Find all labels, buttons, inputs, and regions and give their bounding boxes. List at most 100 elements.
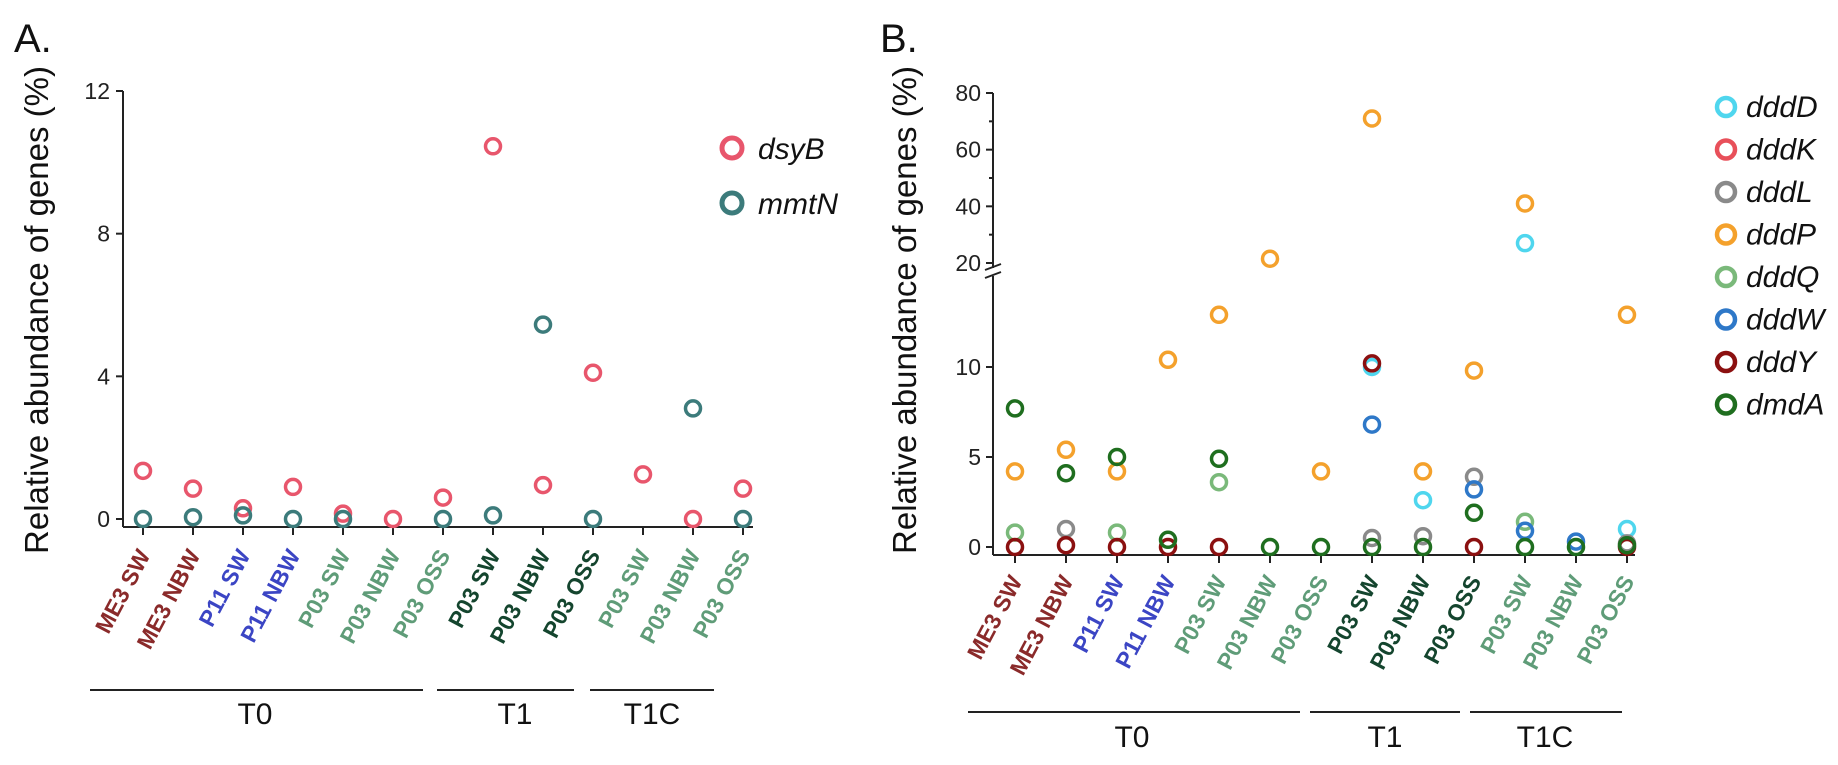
panel-b-legend-marker-dddw xyxy=(1714,308,1738,331)
panel-a-point-mmtn-0 xyxy=(133,509,153,529)
panel-a-group-label-t1c: T1C xyxy=(624,698,681,731)
panel-b-legend-label-dddl: dddL xyxy=(1746,176,1813,209)
panel-b-point-dddp-7 xyxy=(1362,109,1382,128)
panel-b-legend-marker-dddl xyxy=(1714,180,1738,204)
panel-b-point-dddy-9 xyxy=(1464,537,1484,557)
panel-a-point-mmtn-1 xyxy=(183,507,203,527)
panel-b-point-dmda-10 xyxy=(1515,537,1535,557)
panel-b-point-dmda-9 xyxy=(1464,503,1484,523)
panel-a-point-mmtn-11 xyxy=(683,399,703,418)
panel-b-point-dmda-2 xyxy=(1107,447,1127,467)
panel-b-y-tick-label: 80 xyxy=(955,80,981,106)
panel-b-legend-marker-dddp xyxy=(1714,223,1738,246)
panel-b-legend: dddD dddK dddL dddP dddQ dddW dddY dmdA xyxy=(1714,91,1827,422)
panel-b-point-dddy-4 xyxy=(1209,537,1229,557)
panel-b-point-dmda-11 xyxy=(1566,537,1586,557)
panel-b-group-label-t1: T1 xyxy=(1367,721,1402,754)
panel-a-point-mmtn-3 xyxy=(283,509,303,529)
panel-a-legend-marker-dsyb xyxy=(719,135,745,161)
panel-a-y-tick-label: 12 xyxy=(84,78,110,104)
panel-b-legend-label-dmda: dmdA xyxy=(1746,389,1824,422)
panel-b-legend-marker-dddd xyxy=(1714,95,1738,119)
panel-a-point-dsyb-5 xyxy=(383,509,403,529)
panel-b-point-dmda-7 xyxy=(1362,537,1382,557)
panel-a-legend-label-dsyb: dsyB xyxy=(758,133,825,166)
panel-b-legend-label-dddq: dddQ xyxy=(1746,261,1819,294)
panel-a-point-dsyb-8 xyxy=(533,475,553,495)
panel-b-point-dddw-9 xyxy=(1464,480,1484,499)
panel-b-point-dddq-10 xyxy=(1515,512,1535,532)
panel-b-y-tick-label: 5 xyxy=(968,444,981,470)
panel-b-point-dddy-7 xyxy=(1362,354,1382,373)
panel-a-y-tick-label: 8 xyxy=(97,221,110,247)
panel-b-point-dddp-12 xyxy=(1617,305,1637,325)
panel-b-y-tick-label: 40 xyxy=(955,193,981,219)
panel-b-legend-label-dddk: dddK xyxy=(1746,134,1818,167)
panel-b-legend-marker-dddk xyxy=(1714,138,1738,161)
panel-a-point-mmtn-9 xyxy=(583,509,603,529)
panel-a-group-label-t0: T0 xyxy=(237,698,272,731)
panel-b-axis-break-mark xyxy=(984,271,1002,279)
panel-b-point-dmda-5 xyxy=(1260,537,1280,557)
panel-b-point-dddq-4 xyxy=(1209,472,1229,492)
panel-a-point-dsyb-0 xyxy=(133,461,153,481)
panel-a: A. Relative abundance of genes (%) 0 4 8 12… xyxy=(14,17,838,731)
panel-b-group-label-t1c: T1C xyxy=(1517,721,1574,754)
panel-b-legend-marker-dmda xyxy=(1714,393,1738,416)
panel-b-point-dmda-12 xyxy=(1617,535,1637,555)
panel-a-group-label-t1: T1 xyxy=(497,698,532,731)
panel-b-points xyxy=(1005,109,1637,557)
panel-b-y-axis-label: Relative abundance of genes (%) xyxy=(886,66,923,554)
panel-b-point-dddp-3 xyxy=(1158,350,1178,370)
panel-a-point-dsyb-7 xyxy=(483,137,503,156)
panel-b-axis-break-mark xyxy=(984,263,1002,271)
panel-b-legend-marker-dddy xyxy=(1714,350,1738,374)
panel-b-point-dmda-1 xyxy=(1056,463,1076,483)
panel-b-point-dddp-6 xyxy=(1311,462,1331,481)
panel-b-point-dmda-3 xyxy=(1158,530,1178,550)
panel-b-point-dddw-7 xyxy=(1362,415,1382,434)
panel-a-point-dsyb-1 xyxy=(183,479,203,498)
panel-a-y-tick-label: 4 xyxy=(97,363,110,389)
panel-a-point-dsyb-11 xyxy=(683,509,703,529)
panel-b-point-dddy-1 xyxy=(1056,535,1076,555)
panel-b-legend-label-dddp: dddP xyxy=(1746,219,1816,252)
panel-a-point-mmtn-4 xyxy=(333,509,353,529)
panel-b-point-dddp-4 xyxy=(1209,305,1229,325)
panel-a-y-axis-label: Relative abundance of genes (%) xyxy=(18,66,55,554)
panel-a-point-mmtn-12 xyxy=(733,509,753,529)
panel-b-point-dddy-0 xyxy=(1005,537,1025,557)
panel-a-axes: 0 4 8 12 xyxy=(84,78,753,535)
panel-b-point-dmda-8 xyxy=(1413,537,1433,557)
panel-b-point-dddy-2 xyxy=(1107,537,1127,557)
panel-a-point-dsyb-6 xyxy=(433,488,453,507)
panel-a-point-mmtn-7 xyxy=(483,506,503,525)
panel-b-point-dddl-1 xyxy=(1056,519,1076,539)
panel-b-point-dddy-3 xyxy=(1158,537,1178,557)
panel-a-point-dsyb-12 xyxy=(733,479,753,498)
panel-b-point-dmda-0 xyxy=(1005,399,1025,418)
panel-b-axes: 20 40 60 80 0 5 10 xyxy=(955,80,1635,563)
panel-b-legend-marker-dddq xyxy=(1714,265,1738,289)
panel-b-point-dddl-9 xyxy=(1464,467,1484,487)
panel-b-label: B. xyxy=(880,17,918,61)
panel-b-groups: T0 T1 T1C xyxy=(968,711,1622,754)
panel-a-groups: T0 T1 T1C xyxy=(90,689,714,731)
panel-b-point-dddp-10 xyxy=(1515,194,1535,213)
panel-b-point-dddl-8 xyxy=(1413,526,1433,546)
panel-b-point-dmda-6 xyxy=(1311,537,1331,557)
panel-b-legend-label-dddw: dddW xyxy=(1746,304,1827,337)
panel-b-legend-label-dddy: dddY xyxy=(1746,346,1818,379)
panel-b-y-tick-label: 60 xyxy=(955,137,981,163)
panel-b-legend-label-dddd: dddD xyxy=(1746,91,1818,124)
panel-b-point-dddp-8 xyxy=(1413,462,1433,481)
panel-a-point-mmtn-extra-8 xyxy=(533,315,553,334)
panel-b-y-tick-label: 10 xyxy=(955,354,981,380)
panel-a-point-dsyb-3 xyxy=(283,477,303,497)
panel-a-point-dsyb-9 xyxy=(583,363,603,383)
panel-a-point-dsyb-10 xyxy=(633,465,653,484)
panel-b-point-dddl-7 xyxy=(1362,528,1382,548)
